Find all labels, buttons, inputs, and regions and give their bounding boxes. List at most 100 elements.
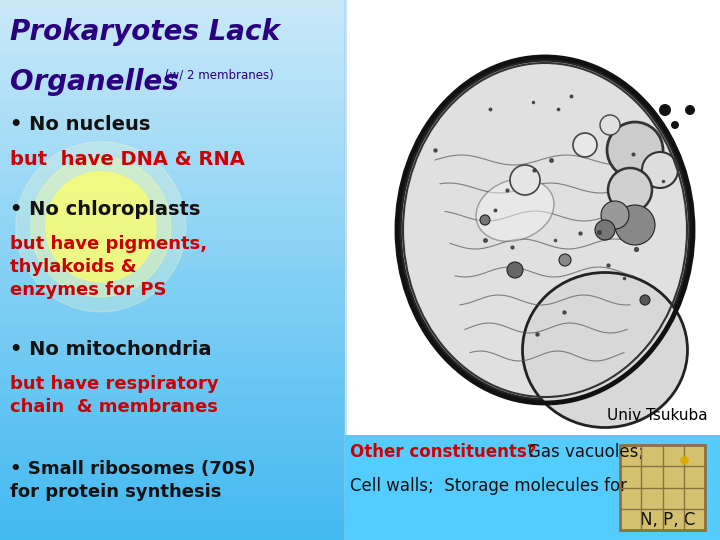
Text: (w/ 2 membranes): (w/ 2 membranes) <box>165 68 274 81</box>
Bar <box>0 225 345 234</box>
Bar <box>0 360 345 369</box>
Circle shape <box>671 121 679 129</box>
Bar <box>0 504 345 513</box>
Bar <box>0 9 345 18</box>
Text: • No mitochondria: • No mitochondria <box>10 340 212 359</box>
Bar <box>0 324 345 333</box>
Bar <box>0 72 345 81</box>
Bar <box>0 45 345 54</box>
Bar <box>0 306 345 315</box>
Bar <box>0 18 345 27</box>
Bar <box>0 126 345 135</box>
Bar <box>0 198 345 207</box>
Bar <box>0 396 345 405</box>
Text: Gas vacuoles;: Gas vacuoles; <box>528 443 644 461</box>
Bar <box>0 387 345 396</box>
Bar <box>0 522 345 531</box>
Bar <box>0 495 345 504</box>
Text: Organelles: Organelles <box>10 68 179 96</box>
Bar <box>0 153 345 162</box>
Bar <box>0 450 345 459</box>
Bar <box>0 369 345 378</box>
Circle shape <box>600 115 620 135</box>
Bar <box>0 414 345 423</box>
Circle shape <box>595 220 615 240</box>
Text: • No chloroplasts: • No chloroplasts <box>10 200 200 219</box>
Circle shape <box>46 172 156 282</box>
Bar <box>0 459 345 468</box>
Ellipse shape <box>523 273 688 428</box>
Bar <box>0 315 345 324</box>
Bar <box>0 180 345 189</box>
Circle shape <box>507 262 523 278</box>
Bar <box>0 36 345 45</box>
Bar <box>0 117 345 126</box>
Circle shape <box>615 205 655 245</box>
Circle shape <box>510 165 540 195</box>
Circle shape <box>16 142 186 312</box>
Bar <box>0 216 345 225</box>
Bar <box>0 405 345 414</box>
Bar <box>0 99 345 108</box>
Text: N, P, C: N, P, C <box>640 511 696 529</box>
Text: but  have DNA & RNA: but have DNA & RNA <box>10 150 245 169</box>
Bar <box>0 234 345 243</box>
Circle shape <box>31 157 171 297</box>
Bar <box>0 513 345 522</box>
Bar <box>0 351 345 360</box>
Bar <box>0 135 345 144</box>
Bar <box>0 270 345 279</box>
Bar <box>0 297 345 306</box>
Circle shape <box>573 133 597 157</box>
Ellipse shape <box>476 179 554 241</box>
Circle shape <box>685 105 695 115</box>
Bar <box>0 261 345 270</box>
Bar <box>0 144 345 153</box>
Bar <box>0 333 345 342</box>
Circle shape <box>659 104 671 116</box>
Bar <box>0 81 345 90</box>
Circle shape <box>480 215 490 225</box>
Bar <box>0 108 345 117</box>
Bar <box>0 378 345 387</box>
Bar <box>0 423 345 432</box>
Bar <box>620 445 705 530</box>
Bar <box>0 27 345 36</box>
Circle shape <box>608 168 652 212</box>
Text: but have respiratory
chain  & membranes: but have respiratory chain & membranes <box>10 375 219 416</box>
Bar <box>0 207 345 216</box>
Bar <box>0 486 345 495</box>
Bar <box>0 531 345 540</box>
Bar <box>345 435 720 540</box>
Bar <box>0 432 345 441</box>
Bar <box>0 54 345 63</box>
Bar <box>0 189 345 198</box>
Text: • Small ribosomes (70S)
for protein synthesis: • Small ribosomes (70S) for protein synt… <box>10 460 256 501</box>
Bar <box>0 162 345 171</box>
Text: Prokaryotes Lack: Prokaryotes Lack <box>10 18 280 46</box>
Text: • No nucleus: • No nucleus <box>10 115 150 134</box>
Bar <box>0 90 345 99</box>
Text: Cell walls;  Storage molecules for: Cell walls; Storage molecules for <box>350 477 627 495</box>
Bar <box>0 477 345 486</box>
Bar <box>0 243 345 252</box>
Circle shape <box>642 152 678 188</box>
Bar <box>0 342 345 351</box>
Bar <box>0 63 345 72</box>
Circle shape <box>559 254 571 266</box>
Ellipse shape <box>400 60 690 400</box>
Circle shape <box>607 122 663 178</box>
Text: Univ Tsukuba: Univ Tsukuba <box>608 408 708 423</box>
Circle shape <box>640 295 650 305</box>
Bar <box>0 252 345 261</box>
Text: Other constituents?: Other constituents? <box>350 443 536 461</box>
Bar <box>0 288 345 297</box>
Bar <box>0 441 345 450</box>
Bar <box>0 468 345 477</box>
Circle shape <box>601 201 629 229</box>
Bar <box>0 0 345 9</box>
Bar <box>345 0 720 540</box>
Bar <box>0 279 345 288</box>
Text: but have pigments,
thylakoids &
enzymes for PS: but have pigments, thylakoids & enzymes … <box>10 235 207 299</box>
Bar <box>0 171 345 180</box>
